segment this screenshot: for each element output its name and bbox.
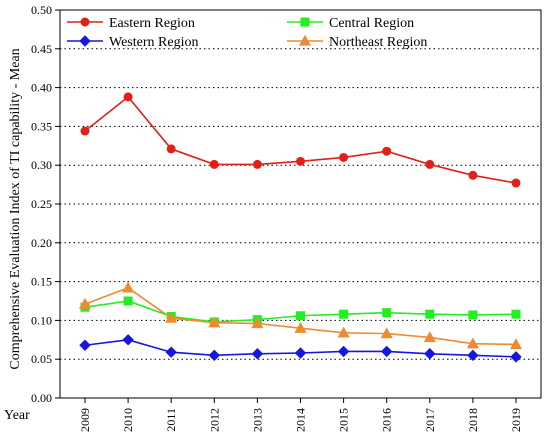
data-point bbox=[208, 316, 221, 328]
legend-item-northeast-region: Northeast Region bbox=[287, 34, 427, 50]
gridlines bbox=[60, 48, 541, 360]
data-point bbox=[424, 348, 436, 360]
y-tick-label: 0.30 bbox=[31, 158, 52, 172]
legend-label: Northeast Region bbox=[329, 35, 427, 50]
data-point bbox=[382, 146, 392, 156]
data-point bbox=[509, 338, 523, 350]
data-point bbox=[123, 92, 133, 102]
data-point bbox=[166, 144, 176, 154]
data-point bbox=[78, 297, 92, 309]
data-point bbox=[511, 178, 521, 188]
y-axis-ticks: 0.00 0.05 0.10 0.15 0.20 0.25 0.30 0.35 0.40 0.45… bbox=[31, 3, 60, 405]
data-point bbox=[425, 159, 435, 169]
y-tick-label: 0.35 bbox=[31, 119, 52, 133]
y-tick-label: 0.50 bbox=[31, 3, 52, 17]
legend-marker bbox=[79, 35, 91, 47]
x-tick-label: 2017 bbox=[423, 408, 437, 432]
x-tick-label: 2018 bbox=[466, 408, 480, 432]
y-tick-label: 0.05 bbox=[31, 352, 52, 366]
legend-marker bbox=[80, 17, 90, 27]
y-tick-label: 0.15 bbox=[31, 275, 52, 289]
x-tick-label: 2011 bbox=[164, 408, 178, 432]
legend-label: Western Region bbox=[109, 35, 198, 50]
data-point bbox=[425, 309, 435, 319]
data-point bbox=[423, 331, 436, 343]
legend-label: Eastern Region bbox=[109, 16, 195, 31]
x-tick-label: 2015 bbox=[337, 408, 351, 432]
data-point bbox=[165, 311, 178, 323]
data-point bbox=[252, 159, 262, 169]
data-point bbox=[380, 327, 393, 339]
data-point bbox=[251, 348, 264, 360]
series-eastern-region bbox=[80, 92, 521, 188]
series-northeast-region bbox=[78, 281, 523, 350]
legend-marker bbox=[298, 34, 312, 46]
series-western-region bbox=[79, 334, 522, 363]
data-point bbox=[466, 337, 479, 349]
y-tick-label: 0.40 bbox=[31, 81, 52, 95]
data-point bbox=[209, 159, 219, 169]
data-point bbox=[382, 308, 392, 318]
legend-item-central-region: Central Region bbox=[287, 16, 414, 31]
data-point bbox=[79, 339, 91, 351]
x-tick-label: 2016 bbox=[380, 408, 394, 432]
x-tick-label: 2009 bbox=[78, 408, 92, 432]
data-point bbox=[339, 309, 349, 319]
y-axis-label: Comprehensive Evaluation Index of TI cap… bbox=[8, 48, 23, 369]
data-point bbox=[296, 311, 305, 321]
data-point bbox=[208, 349, 221, 362]
legend: Eastern Region Central Region Western Regi… bbox=[67, 16, 427, 50]
data-point bbox=[80, 126, 90, 136]
data-point bbox=[511, 309, 521, 319]
x-tick-label: 2014 bbox=[294, 408, 308, 432]
data-point bbox=[339, 152, 349, 162]
data-point bbox=[510, 351, 522, 363]
x-tick-label: 2010 bbox=[121, 408, 135, 432]
data-point bbox=[468, 170, 478, 180]
x-tick-label: 2019 bbox=[509, 408, 523, 432]
legend-marker bbox=[300, 17, 310, 27]
y-tick-label: 0.25 bbox=[31, 197, 52, 211]
series-layer bbox=[78, 92, 523, 363]
y-tick-label: 0.00 bbox=[31, 391, 52, 405]
x-axis-label: Year bbox=[4, 408, 30, 423]
legend-item-eastern-region: Eastern Region bbox=[67, 16, 195, 31]
data-point bbox=[337, 345, 350, 358]
y-tick-label: 0.45 bbox=[31, 42, 52, 56]
y-tick-label: 0.10 bbox=[31, 313, 52, 327]
x-tick-label: 2012 bbox=[207, 408, 221, 432]
data-point bbox=[122, 281, 135, 293]
data-point bbox=[294, 321, 307, 333]
data-point bbox=[380, 345, 393, 358]
data-point bbox=[165, 346, 177, 358]
legend-item-western-region: Western Region bbox=[67, 35, 198, 50]
data-point bbox=[251, 317, 264, 329]
y-tick-label: 0.20 bbox=[31, 236, 52, 250]
data-point bbox=[467, 349, 479, 362]
x-axis-ticks: 2009 2010 2011 2012 2013 2014 2015 2016 2017 2018… bbox=[78, 398, 523, 432]
data-point bbox=[296, 156, 305, 166]
data-point bbox=[123, 296, 133, 306]
data-point bbox=[468, 310, 478, 320]
data-point bbox=[294, 347, 307, 359]
data-point bbox=[337, 326, 350, 338]
data-point bbox=[122, 334, 134, 346]
legend-label: Central Region bbox=[329, 16, 414, 31]
x-tick-label: 2013 bbox=[250, 408, 264, 432]
